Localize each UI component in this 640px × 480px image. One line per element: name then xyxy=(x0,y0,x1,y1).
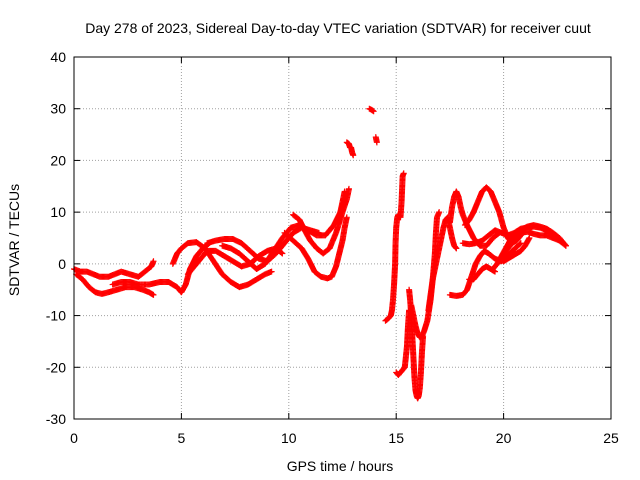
series-arc-q xyxy=(408,209,443,341)
data-point xyxy=(452,244,459,251)
data-point xyxy=(370,108,377,115)
y-axis-label: SDTVAR / TECUs xyxy=(6,184,22,296)
series-arc-h xyxy=(281,214,350,282)
data-point xyxy=(436,209,443,216)
series-arc-z xyxy=(466,263,499,283)
y-tick-label: -30 xyxy=(46,411,66,427)
series-arc-n xyxy=(382,170,407,324)
chart-title: Day 278 of 2023, Sidereal Day-to-day VTE… xyxy=(85,20,591,36)
data-point xyxy=(526,235,533,241)
series-arc-a xyxy=(71,258,157,280)
data-point xyxy=(343,214,350,221)
series-arc-x xyxy=(496,222,569,262)
y-tick-label: -10 xyxy=(46,308,66,324)
series-arc-y xyxy=(500,235,533,265)
data-point xyxy=(373,139,380,146)
y-tick-label: 30 xyxy=(50,101,66,117)
series-arc-j xyxy=(335,188,348,226)
x-axis-label: GPS time / hours xyxy=(287,458,394,474)
data-point xyxy=(268,268,275,275)
data-point xyxy=(492,268,499,275)
x-tick-label: 5 xyxy=(178,430,186,446)
x-tick-label: 0 xyxy=(70,430,78,446)
x-tick-label: 25 xyxy=(603,430,619,446)
plot-frame xyxy=(73,56,612,420)
data-point xyxy=(562,242,569,249)
data-point xyxy=(453,245,460,252)
series-arc-d xyxy=(169,239,275,291)
x-tick-label: 10 xyxy=(281,430,297,446)
data-point xyxy=(150,291,157,298)
data-point xyxy=(517,240,524,247)
series-arc-s xyxy=(446,188,503,249)
data-points xyxy=(71,105,569,402)
data-point xyxy=(516,240,523,247)
data-point xyxy=(279,250,286,257)
series-arc-r xyxy=(425,214,460,314)
series-arc-i xyxy=(290,185,352,257)
x-tick-label: 20 xyxy=(496,430,512,446)
data-point xyxy=(350,152,357,159)
data-point xyxy=(150,258,157,265)
axis-ticks: 0 5 10 15 20 25 -30 -20 -10 0 10 20 30 40 xyxy=(46,49,619,446)
series-arc-l xyxy=(366,105,377,115)
x-tick-label: 15 xyxy=(388,430,404,446)
data-point xyxy=(562,241,569,248)
y-tick-label: 40 xyxy=(50,49,66,65)
series-arc-t xyxy=(446,240,524,299)
data-point xyxy=(341,188,348,195)
series-arc-k xyxy=(343,139,357,159)
data-point xyxy=(400,170,407,177)
y-tick-label: 0 xyxy=(58,256,66,272)
y-tick-label: 20 xyxy=(50,152,66,168)
series-arc-m xyxy=(372,134,380,146)
y-tick-label: 10 xyxy=(50,204,66,220)
y-tick-label: -20 xyxy=(46,359,66,375)
data-point xyxy=(345,185,352,192)
